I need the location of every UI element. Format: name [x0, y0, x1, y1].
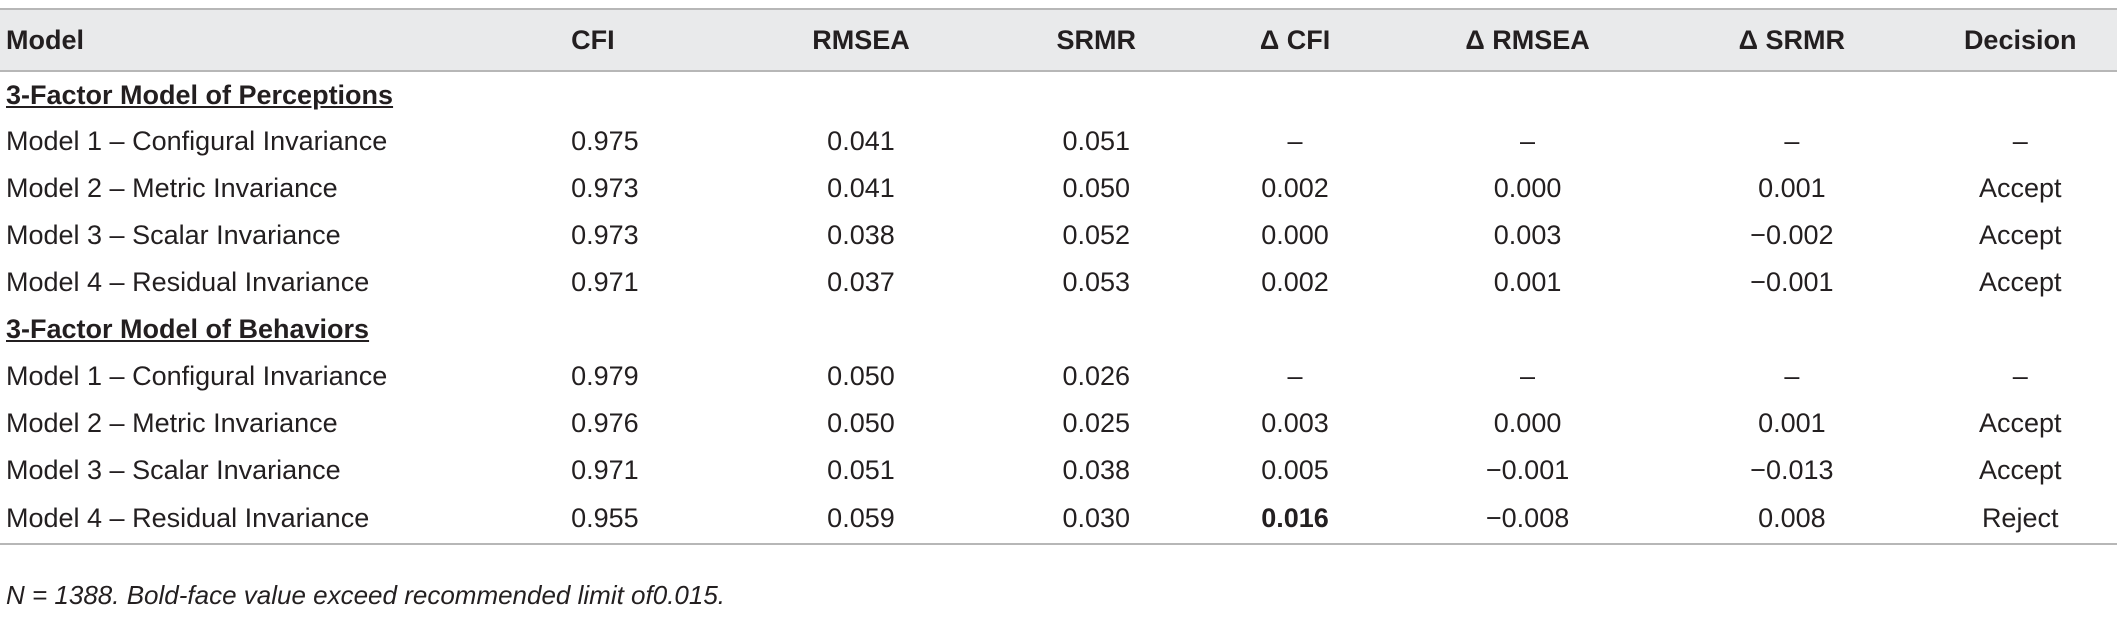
cell-delta-rmsea: 0.000: [1493, 173, 1562, 203]
header-delta-srmr: Δ SRMR: [1738, 24, 1846, 55]
table-row: Model 1 – Configural Invariance 0.979 0.…: [0, 353, 2117, 400]
table-row: Model 4 – Residual Invariance 0.971 0.03…: [0, 259, 2117, 306]
cell-model: Model 4 – Residual Invariance: [6, 267, 370, 297]
group-heading-row: 3-Factor Model of Behaviors: [0, 306, 2117, 353]
cell-rmsea: 0.050: [827, 408, 895, 438]
header-decision: Decision: [1963, 24, 2077, 55]
cell-rmsea: 0.050: [827, 361, 895, 391]
cell-rmsea: 0.038: [827, 220, 895, 250]
cell-delta-rmsea: −0.008: [1485, 503, 1570, 533]
table-footnote: N = 1388. Bold-face value exceed recomme…: [6, 580, 726, 610]
cell-model: Model 2 – Metric Invariance: [6, 408, 338, 438]
cell-model: Model 3 – Scalar Invariance: [6, 220, 341, 250]
cell-rmsea: 0.041: [827, 126, 895, 156]
cell-model: Model 3 – Scalar Invariance: [6, 455, 341, 485]
header-delta-rmsea: Δ RMSEA: [1465, 24, 1590, 55]
cell-srmr: 0.053: [1062, 267, 1131, 297]
cell-rmsea: 0.041: [827, 173, 895, 203]
cell-delta-rmsea: –: [1520, 361, 1536, 391]
cell-delta-rmsea: −0.001: [1485, 455, 1570, 485]
invariance-table: Model CFI RMSEA SRMR Δ CFI Δ RMSEA Δ SRM…: [0, 8, 2117, 545]
cell-srmr: 0.052: [1062, 220, 1131, 250]
cell-cfi: 0.973: [571, 173, 639, 203]
group-title-behaviors: 3-Factor Model of Behaviors: [6, 314, 370, 344]
cell-srmr: 0.025: [1062, 408, 1131, 438]
table-row: Model 2 – Metric Invariance 0.973 0.041 …: [0, 165, 2117, 212]
cell-cfi: 0.976: [571, 408, 639, 438]
header-row: Model CFI RMSEA SRMR Δ CFI Δ RMSEA Δ SRM…: [0, 9, 2117, 71]
cell-model: Model 1 – Configural Invariance: [6, 126, 388, 156]
cell-model: Model 4 – Residual Invariance: [6, 503, 370, 533]
table-row: Model 3 – Scalar Invariance 0.971 0.051 …: [0, 447, 2117, 494]
cell-delta-rmsea: 0.003: [1493, 220, 1562, 250]
cell-decision: Accept: [1978, 267, 2062, 297]
header-delta-cfi: Δ CFI: [1259, 24, 1331, 55]
cell-delta-cfi: 0.000: [1261, 220, 1329, 250]
cell-cfi: 0.973: [571, 220, 639, 250]
group-heading-row: 3-Factor Model of Perceptions: [0, 71, 2117, 118]
table-row: Model 1 – Configural Invariance 0.975 0.…: [0, 118, 2117, 165]
cell-delta-cfi-exceeding: 0.016: [1261, 503, 1329, 533]
cell-delta-cfi: 0.005: [1261, 455, 1329, 485]
cell-decision: Accept: [1978, 173, 2062, 203]
cell-delta-srmr: 0.001: [1758, 173, 1826, 203]
cell-srmr: 0.030: [1062, 503, 1131, 533]
cell-cfi: 0.979: [571, 361, 639, 391]
cell-rmsea: 0.059: [827, 503, 895, 533]
cell-delta-srmr: −0.001: [1750, 267, 1834, 297]
table-row: Model 3 – Scalar Invariance 0.973 0.038 …: [0, 212, 2117, 259]
cell-delta-srmr: –: [1784, 361, 1800, 391]
cell-decision: Accept: [1978, 220, 2062, 250]
cell-delta-cfi: 0.002: [1261, 267, 1329, 297]
cell-model: Model 2 – Metric Invariance: [6, 173, 338, 203]
cell-delta-cfi: –: [1287, 126, 1303, 156]
cell-delta-rmsea: 0.000: [1493, 408, 1562, 438]
cell-delta-srmr: −0.002: [1750, 220, 1834, 250]
cell-rmsea: 0.037: [827, 267, 895, 297]
cell-delta-srmr: 0.008: [1758, 503, 1826, 533]
cell-delta-srmr: −0.013: [1750, 455, 1834, 485]
cell-cfi: 0.971: [571, 455, 639, 485]
cell-cfi: 0.971: [571, 267, 639, 297]
cell-srmr: 0.026: [1062, 361, 1131, 391]
header-model: Model: [6, 24, 84, 55]
cell-decision: –: [2012, 361, 2028, 391]
cell-srmr: 0.051: [1062, 126, 1131, 156]
cell-cfi: 0.955: [571, 503, 639, 533]
group-title-perceptions: 3-Factor Model of Perceptions: [6, 79, 394, 110]
cell-decision: Accept: [1978, 408, 2062, 438]
header-rmsea: RMSEA: [812, 24, 910, 55]
cell-delta-cfi: 0.003: [1261, 408, 1329, 438]
cell-delta-srmr: 0.001: [1758, 408, 1826, 438]
header-cfi: CFI: [571, 24, 615, 55]
cell-delta-rmsea: –: [1520, 126, 1536, 156]
cell-srmr: 0.038: [1062, 455, 1131, 485]
cell-rmsea: 0.051: [827, 455, 895, 485]
cell-delta-cfi: 0.002: [1261, 173, 1329, 203]
cell-decision: Accept: [1978, 455, 2062, 485]
cell-model: Model 1 – Configural Invariance: [6, 361, 388, 391]
cell-delta-srmr: –: [1784, 126, 1800, 156]
table-row: Model 4 – Residual Invariance 0.955 0.05…: [0, 494, 2117, 544]
cell-decision: –: [2012, 126, 2028, 156]
cell-srmr: 0.050: [1062, 173, 1131, 203]
cell-decision: Reject: [1981, 503, 2059, 533]
header-srmr: SRMR: [1056, 24, 1137, 55]
table-row: Model 2 – Metric Invariance 0.976 0.050 …: [0, 400, 2117, 447]
cell-delta-cfi: –: [1287, 361, 1303, 391]
cell-delta-rmsea: 0.001: [1493, 267, 1562, 297]
cell-cfi: 0.975: [571, 126, 639, 156]
